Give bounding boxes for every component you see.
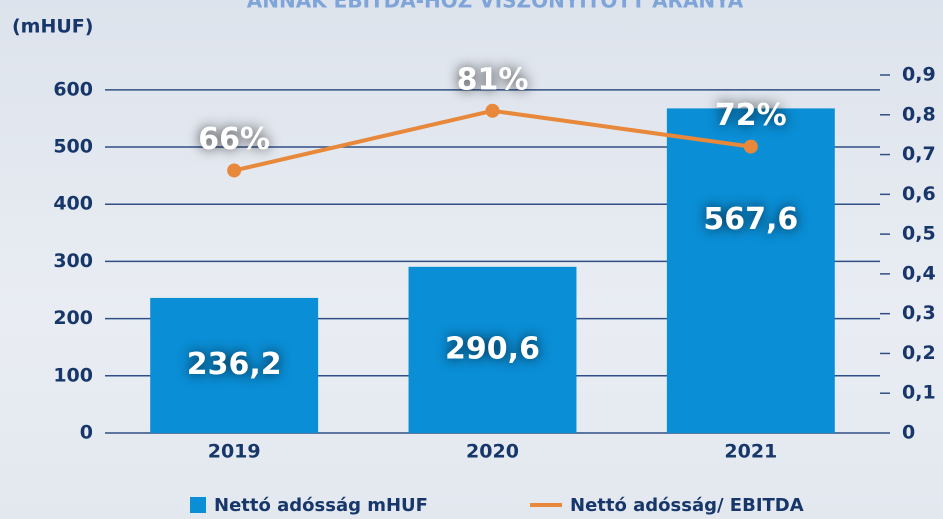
y-tick-label: 500 — [53, 136, 93, 158]
y2-tick-label: 0,6 — [902, 183, 936, 205]
bar — [150, 297, 319, 433]
y2-tick-label: 0,9 — [902, 64, 936, 86]
line-point — [743, 139, 758, 154]
y2-tick-label: 0,8 — [902, 103, 936, 125]
y2-tick-label: 0,5 — [902, 223, 936, 245]
legend-swatch — [190, 497, 206, 513]
y2-tick-label: 0,2 — [902, 342, 936, 364]
legend-label: Nettó adósság mHUF — [214, 495, 428, 516]
x-tick-label: 2021 — [724, 441, 777, 463]
y-tick-label: 300 — [53, 250, 93, 272]
line-value-label: 81% — [457, 62, 529, 97]
y2-tick-label: 0 — [902, 422, 915, 444]
y-tick-label: 0 — [80, 422, 93, 444]
line-point — [485, 103, 500, 118]
bar — [666, 108, 835, 434]
y-axis-label: (mHUF) — [12, 16, 93, 38]
bar-value-label: 236,2 — [187, 347, 282, 382]
bar-value-label: 567,6 — [703, 202, 798, 237]
y2-tick-label: 0,1 — [902, 382, 936, 404]
y-tick-label: 100 — [53, 364, 93, 386]
x-tick-label: 2020 — [466, 441, 519, 463]
bar — [408, 266, 577, 433]
y-tick-label: 600 — [53, 78, 93, 100]
line-value-label: 66% — [198, 122, 270, 157]
line-point — [227, 163, 242, 178]
chart-title: ANNAK EBITDA-HOZ VISZONYÍTOTT ARÁNYA — [247, 0, 744, 13]
y2-tick-label: 0,4 — [902, 262, 936, 284]
y2-tick-label: 0,7 — [902, 143, 936, 165]
bar-value-label: 290,6 — [445, 331, 540, 366]
y2-tick-label: 0,3 — [902, 302, 936, 324]
legend-label: Nettó adósság/ EBITDA — [570, 495, 804, 516]
y-tick-label: 400 — [53, 193, 93, 215]
line-value-label: 72% — [715, 98, 787, 133]
x-tick-label: 2019 — [208, 441, 261, 463]
y-tick-label: 200 — [53, 307, 93, 329]
